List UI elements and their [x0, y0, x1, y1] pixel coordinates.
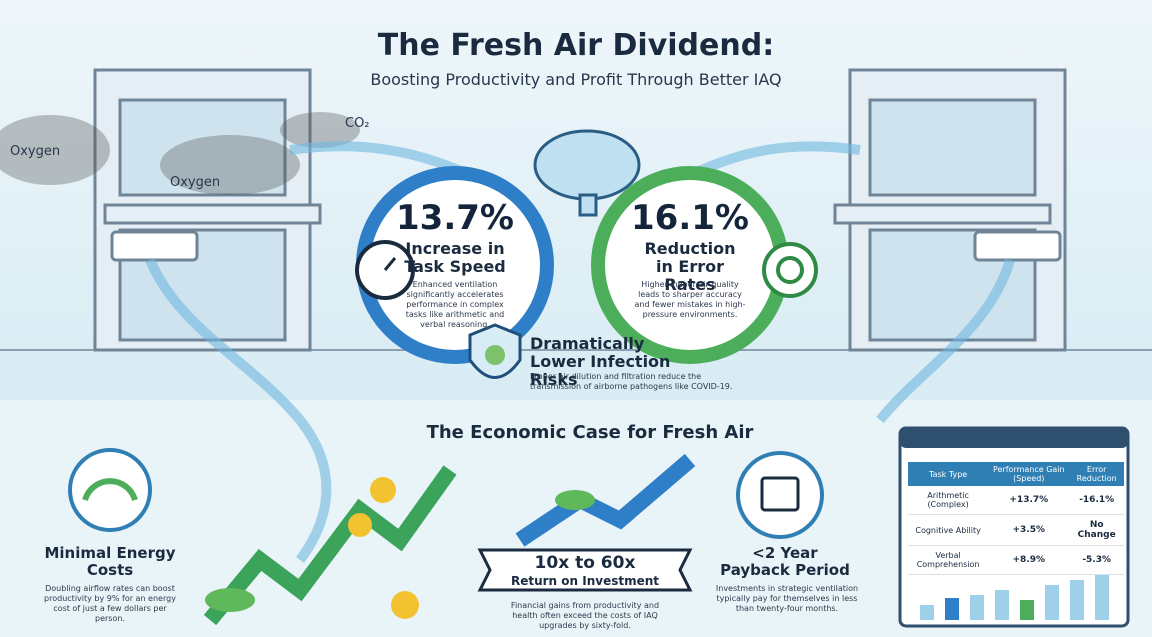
table-cell: +8.9%: [988, 546, 1069, 575]
table-cell: Verbal Comprehension: [908, 546, 988, 575]
roi-text: Financial gains from productivity and he…: [505, 601, 665, 631]
calendar: [762, 478, 798, 510]
stat-label: Increase in Task Speed: [400, 240, 510, 276]
stat-text: Higher indoor air quality leads to sharp…: [632, 280, 748, 320]
target: [764, 244, 816, 296]
gas-label: Oxygen: [10, 144, 60, 159]
roi-value: 10x to 60x: [495, 553, 675, 573]
table-cell: -5.3%: [1069, 546, 1124, 575]
table-row: Verbal Comprehension+8.9%-5.3%: [908, 546, 1124, 575]
payback-text: Investments in strategic ventilation typ…: [712, 584, 862, 614]
table-header: Task Type: [908, 462, 988, 486]
table-cell: +3.5%: [988, 515, 1069, 546]
infographic: The Fresh Air Dividend: Boosting Product…: [0, 0, 1152, 637]
left-building: [95, 70, 320, 350]
payback-title: <2 Year Payback Period: [715, 545, 855, 579]
right-building: [835, 70, 1065, 350]
gas-label: CO₂: [345, 116, 370, 131]
table-cell: Cognitive Ability: [908, 515, 988, 546]
infection-text: Proper air dilution and filtration reduc…: [530, 372, 750, 392]
table-cell: No Change: [1069, 515, 1124, 546]
table-row: Cognitive Ability+3.5%No Change: [908, 515, 1124, 546]
table-header: Error Reduction: [1069, 462, 1124, 486]
energy-title: Minimal Energy Costs: [40, 545, 180, 579]
title: The Fresh Air Dividend:: [276, 28, 876, 63]
gauge: [70, 450, 150, 530]
roi-label: Return on Investment: [495, 574, 675, 588]
virus: [485, 345, 505, 365]
window-bar: [900, 428, 1128, 448]
subtitle: Boosting Productivity and Profit Through…: [276, 70, 876, 89]
table-row: Arithmetic (Complex)+13.7%-16.1%: [908, 486, 1124, 515]
table-cell: -16.1%: [1069, 486, 1124, 515]
stat-value: 16.1%: [630, 198, 750, 238]
stat-text: Enhanced ventilation significantly accel…: [395, 280, 515, 330]
table-cell: +13.7%: [988, 486, 1069, 515]
stat-value: 13.7%: [395, 198, 515, 238]
table-cell: Arithmetic (Complex): [908, 486, 988, 515]
table-header: Performance Gain (Speed): [988, 462, 1069, 486]
energy-text: Doubling airflow rates can boost product…: [40, 584, 180, 624]
gas-label: Oxygen: [170, 175, 220, 190]
section-title: The Economic Case for Fresh Air: [390, 422, 790, 443]
